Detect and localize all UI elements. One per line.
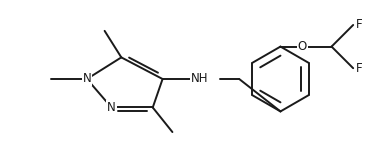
Text: F: F (356, 62, 363, 75)
Text: F: F (356, 18, 363, 31)
Text: O: O (298, 40, 307, 53)
Text: N: N (83, 73, 91, 85)
Text: NH: NH (191, 73, 209, 85)
Text: N: N (107, 101, 116, 114)
